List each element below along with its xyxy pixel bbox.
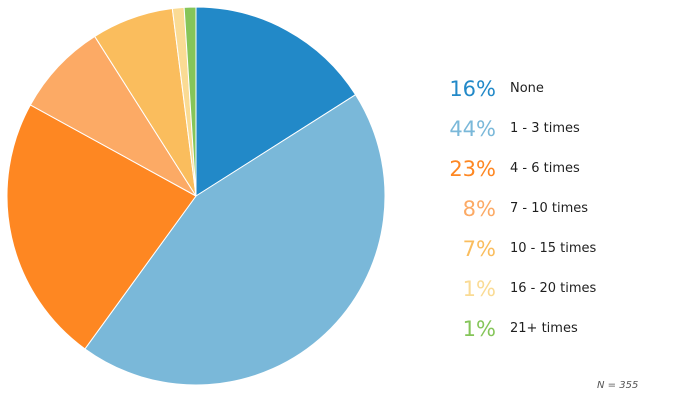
legend-label: 10 - 15 times	[510, 241, 597, 256]
pie-slice-1	[195, 6, 357, 197]
legend-percent: 23%	[449, 157, 496, 181]
legend-percent: 16%	[449, 77, 496, 101]
legend: 16% None 44% 1 - 3 times 23% 4 - 6 times…	[420, 69, 660, 349]
legend-item: 1% 16 - 20 times	[420, 269, 660, 309]
legend-label: 7 - 10 times	[510, 201, 589, 216]
legend-label: None	[510, 81, 544, 96]
legend-item: 23% 4 - 6 times	[420, 149, 660, 189]
legend-item: 44% 1 - 3 times	[420, 109, 660, 149]
sample-size-note: N = 355	[597, 380, 639, 391]
pie-slice-7	[183, 6, 197, 197]
legend-label: 21+ times	[510, 321, 578, 336]
legend-item: 16% None	[420, 69, 660, 109]
pie-slice-2	[84, 94, 386, 386]
legend-percent: 7%	[462, 237, 496, 261]
legend-item: 7% 10 - 15 times	[420, 229, 660, 269]
legend-label: 1 - 3 times	[510, 121, 580, 136]
legend-percent: 8%	[462, 197, 496, 221]
legend-percent: 1%	[462, 317, 496, 341]
pie-slice-4	[29, 35, 197, 197]
legend-item: 1% 21+ times	[420, 309, 660, 349]
legend-label: 4 - 6 times	[510, 161, 580, 176]
legend-percent: 1%	[462, 277, 496, 301]
legend-item: 8% 7 - 10 times	[420, 189, 660, 229]
legend-percent: 44%	[449, 117, 496, 141]
legend-label: 16 - 20 times	[510, 281, 597, 296]
pie-slice-3	[6, 104, 197, 350]
